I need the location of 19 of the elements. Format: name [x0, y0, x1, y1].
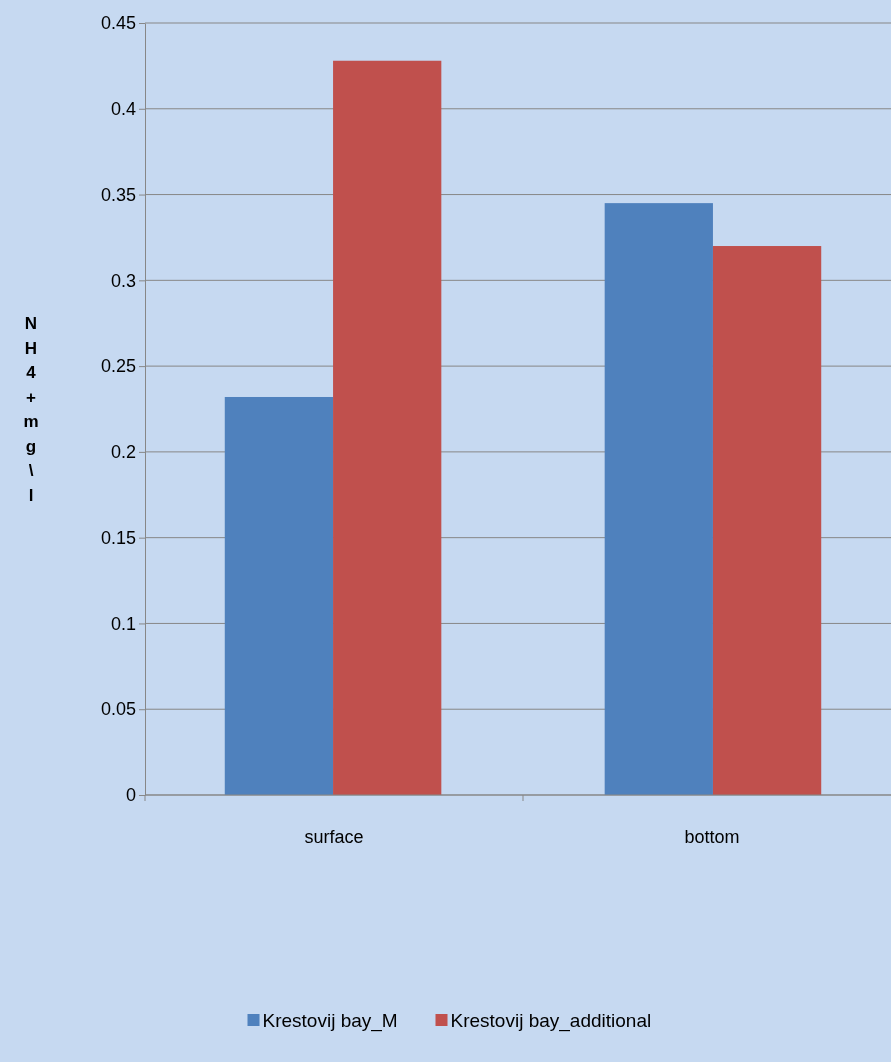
- y-tick-label: 0.25: [100, 356, 136, 377]
- legend-label: Krestovij bay_M: [262, 1010, 398, 1032]
- legend-label: Krestovij bay_additional: [450, 1010, 652, 1032]
- bar: [333, 60, 442, 795]
- y-tick-label: 0.35: [100, 184, 136, 205]
- y-tick-label: 0: [125, 785, 136, 806]
- y-tick-label: 0.3: [110, 270, 136, 291]
- y-tick-label: 0.2: [110, 442, 136, 463]
- bar: [604, 203, 713, 795]
- y-axis-title: NH4+ mg\l: [23, 314, 39, 505]
- y-tick-label: 0.05: [100, 699, 136, 720]
- y-tick-label: 0.4: [110, 99, 136, 120]
- y-tick-label: 0.15: [100, 527, 136, 548]
- y-tick-label: 0.1: [110, 613, 136, 634]
- bar: [224, 396, 334, 795]
- bar: [712, 246, 822, 795]
- x-tick-label: surface: [304, 827, 364, 847]
- x-tick-label: bottom: [684, 827, 740, 847]
- y-tick-label: 0.45: [100, 13, 136, 34]
